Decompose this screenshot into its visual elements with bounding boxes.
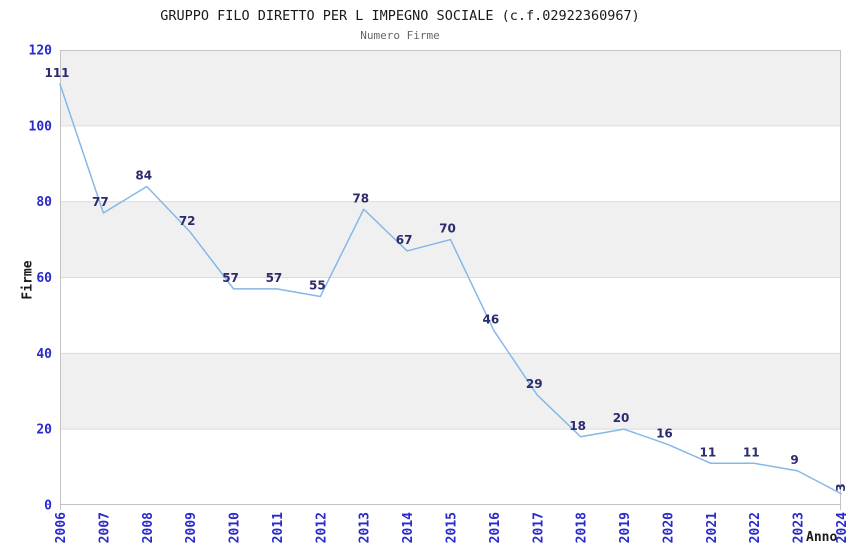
x-tick-label: 2009 [184,512,199,543]
x-tick-label: 2015 [445,512,460,543]
x-tick-label: 2013 [358,512,373,543]
y-tick-label: 60 [36,271,52,286]
y-tick-label: 0 [44,499,52,514]
x-tick-label: 2010 [228,512,243,543]
data-point-label: 77 [92,195,109,209]
x-tick-label: 2022 [748,512,763,543]
data-point-label: 46 [483,313,500,327]
y-tick-label: 80 [36,195,52,210]
x-tick-label: 2019 [618,512,633,543]
x-tick-label: 2017 [531,512,546,543]
y-tick-label: 40 [36,347,52,362]
x-axis-title: Anno [806,530,838,545]
x-tick-label: 2007 [97,512,112,543]
x-tick-label: 2014 [401,512,416,543]
x-tick-label: 2008 [141,512,156,543]
data-point-label: 111 [44,66,69,80]
x-tick-label: 2006 [54,512,69,543]
x-tick-label: 2012 [314,512,329,543]
data-point-label: 57 [222,271,239,285]
data-point-label: 67 [396,233,413,247]
chart-title: GRUPPO FILO DIRETTO PER L IMPEGNO SOCIAL… [160,8,640,24]
data-point-label: 70 [439,222,456,236]
plot-band [60,353,841,430]
data-point-label: 72 [179,214,196,228]
chart-subtitle: Numero Firme [360,29,440,42]
data-point-label: 9 [790,453,798,467]
x-tick-label: 2018 [575,512,590,543]
x-tick-label: 2024 [835,512,850,543]
data-point-label: 16 [656,426,673,440]
data-point-label: 29 [526,377,543,391]
data-point-label: 55 [309,278,326,292]
data-point-label: 11 [699,445,716,459]
data-line [59,83,842,495]
x-tick-label: 2016 [488,512,503,543]
data-point-label: 84 [135,169,152,183]
data-point-label: 57 [266,271,283,285]
plot-band [60,277,841,354]
x-tick-label: 2020 [661,512,676,543]
x-tick-label: 2023 [792,512,807,543]
y-tick-label: 100 [29,119,53,134]
plot-band [60,125,841,202]
plot-band [60,50,841,126]
data-point-label: 11 [743,445,760,459]
y-tick-label: 120 [29,44,53,59]
plot-border [60,50,841,505]
y-tick-label: 20 [36,423,52,438]
x-tick-label: 2021 [705,512,720,543]
data-point-label: 20 [613,411,630,425]
data-point-label: 78 [352,191,369,205]
x-tick-label: 2011 [271,512,286,543]
data-point-label: 18 [569,419,586,433]
plot-band [60,429,841,505]
data-point-label: 3 [834,483,848,491]
